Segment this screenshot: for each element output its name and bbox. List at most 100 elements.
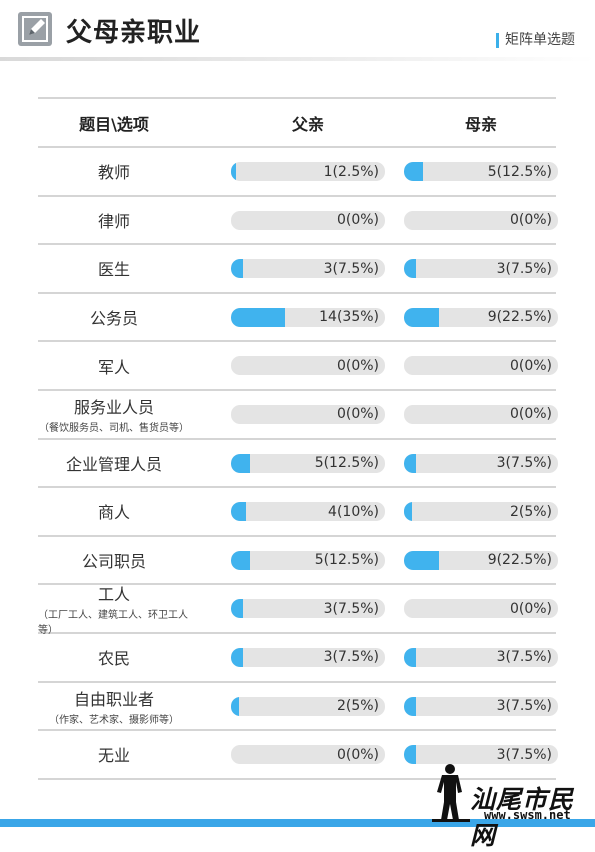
mother-progress-bar: 3(7.5%) [404, 696, 558, 716]
mother-progress-fill [404, 550, 439, 570]
row-label: 律师 [38, 197, 190, 244]
mother-progress-fill [404, 745, 416, 765]
father-progress-bar: 4(10%) [231, 502, 385, 522]
row-label: 军人 [38, 342, 190, 389]
father-progress-fill [231, 647, 243, 667]
mother-progress-fill [404, 647, 416, 667]
figure-logo-icon [432, 764, 470, 822]
row-label: 服务业人员 （餐饮服务员、司机、售货员等） [38, 391, 190, 438]
row-label: 工人 （工厂工人、建筑工人、环卫工人等） [38, 585, 190, 636]
table-row: 军人 0(0%) 0(0%) [38, 342, 558, 391]
row-label-text: 商人 [97, 503, 130, 523]
header-divider [0, 57, 595, 61]
father-progress-bar: 0(0%) [231, 745, 385, 765]
father-count-text: 5(12.5%) [314, 552, 379, 569]
mother-count-text: 2(5%) [509, 503, 552, 520]
matrix-table: 题目\选项 父亲 母亲 教师 1(2.5%) 5(12.5%) 律师 0(0%) 0(0%… [38, 97, 558, 780]
father-count-text: 2(5%) [336, 698, 379, 715]
row-label: 商人 [38, 488, 190, 535]
row-label-text: 医生 [97, 260, 130, 280]
table-header-row: 题目\选项 父亲 母亲 [38, 99, 556, 148]
table-row: 律师 0(0%) 0(0%) [38, 197, 558, 246]
row-label: 农民 [38, 634, 190, 681]
mother-count-text: 5(12.5%) [487, 163, 552, 180]
mother-count-text: 0(0%) [509, 357, 552, 374]
father-progress-bar: 3(7.5%) [231, 599, 385, 619]
row-label: 自由职业者 （作家、艺术家、摄影师等） [38, 683, 190, 730]
father-progress-bar: 0(0%) [231, 210, 385, 230]
table-row: 教师 1(2.5%) 5(12.5%) [38, 148, 558, 197]
mother-count-text: 0(0%) [509, 212, 552, 229]
mother-progress-bar: 0(0%) [404, 210, 558, 230]
row-label-note: （作家、艺术家、摄影师等） [49, 714, 179, 726]
mother-count-text: 0(0%) [509, 600, 552, 617]
table-row: 商人 4(10%) 2(5%) [38, 488, 558, 537]
mother-progress-fill [404, 453, 416, 473]
row-label-text: 工人 [97, 585, 130, 605]
father-progress-bar: 14(35%) [231, 307, 385, 327]
mother-progress-bar: 2(5%) [404, 502, 558, 522]
father-progress-bar: 1(2.5%) [231, 162, 385, 181]
question-type-label: 矩阵单选题 [496, 33, 575, 48]
watermark-url: www.swsm.net [484, 808, 571, 822]
father-count-text: 0(0%) [336, 406, 379, 423]
mother-progress-bar: 3(7.5%) [404, 259, 558, 279]
father-progress-bar: 5(12.5%) [231, 550, 385, 570]
father-count-text: 3(7.5%) [323, 649, 379, 666]
row-label: 医生 [38, 245, 190, 292]
mother-progress-bar: 0(0%) [404, 404, 558, 424]
row-label-text: 律师 [97, 211, 130, 231]
mother-count-text: 3(7.5%) [496, 260, 552, 277]
mother-progress-fill [404, 502, 412, 522]
father-progress-fill [231, 502, 247, 522]
table-row: 无业 0(0%) 3(7.5%) [38, 731, 558, 780]
row-label-text: 无业 [97, 746, 130, 766]
mother-progress-bar: 0(0%) [404, 356, 558, 376]
father-progress-fill [231, 162, 237, 181]
mother-progress-bar: 3(7.5%) [404, 745, 558, 765]
row-label-text: 自由职业者 [73, 689, 154, 709]
table-row: 公司职员 5(12.5%) 9(22.5%) [38, 537, 558, 586]
father-progress-bar: 5(12.5%) [231, 453, 385, 473]
page-title: 父母亲职业 [66, 18, 202, 48]
table-row: 自由职业者 （作家、艺术家、摄影师等） 2(5%) 3(7.5%) [38, 683, 558, 732]
row-label: 公务员 [38, 294, 190, 341]
row-label-note: （餐饮服务员、司机、售货员等） [39, 423, 189, 435]
row-label-text: 公务员 [89, 309, 138, 329]
father-count-text: 3(7.5%) [323, 600, 379, 617]
column-header-mother: 母亲 [464, 114, 497, 134]
father-count-text: 0(0%) [336, 746, 379, 763]
row-label-text: 教师 [97, 163, 130, 183]
mother-progress-bar: 5(12.5%) [404, 162, 558, 181]
father-count-text: 5(12.5%) [314, 455, 379, 472]
mother-progress-fill [404, 259, 416, 279]
mother-count-text: 9(22.5%) [487, 552, 552, 569]
row-label-text: 军人 [97, 357, 130, 377]
row-label: 公司职员 [38, 537, 190, 584]
mother-count-text: 3(7.5%) [496, 649, 552, 666]
father-progress-bar: 0(0%) [231, 404, 385, 424]
mother-count-text: 3(7.5%) [496, 698, 552, 715]
pencil-edit-icon [18, 12, 52, 46]
table-row: 公务员 14(35%) 9(22.5%) [38, 294, 558, 343]
footer-bar [0, 819, 595, 827]
father-progress-fill [231, 307, 285, 327]
row-label-note: （工厂工人、建筑工人、环卫工人等） [38, 610, 188, 637]
row-label-text: 农民 [97, 649, 130, 669]
mother-progress-bar: 9(22.5%) [404, 307, 558, 327]
father-progress-fill [231, 696, 239, 716]
mother-count-text: 9(22.5%) [487, 309, 552, 326]
column-header-father: 父亲 [291, 114, 324, 134]
row-label-text: 服务业人员 [73, 398, 154, 418]
father-count-text: 4(10%) [328, 503, 379, 520]
mother-count-text: 0(0%) [509, 406, 552, 423]
father-count-text: 1(2.5%) [323, 163, 379, 180]
row-label: 企业管理人员 [38, 440, 190, 487]
father-progress-fill [231, 550, 251, 570]
father-count-text: 0(0%) [336, 212, 379, 229]
table-row: 企业管理人员 5(12.5%) 3(7.5%) [38, 440, 558, 489]
site-watermark: 汕尾市民网 www.swsm.net [430, 762, 590, 850]
father-progress-fill [231, 599, 243, 619]
mother-count-text: 3(7.5%) [496, 746, 552, 763]
mother-count-text: 3(7.5%) [496, 455, 552, 472]
